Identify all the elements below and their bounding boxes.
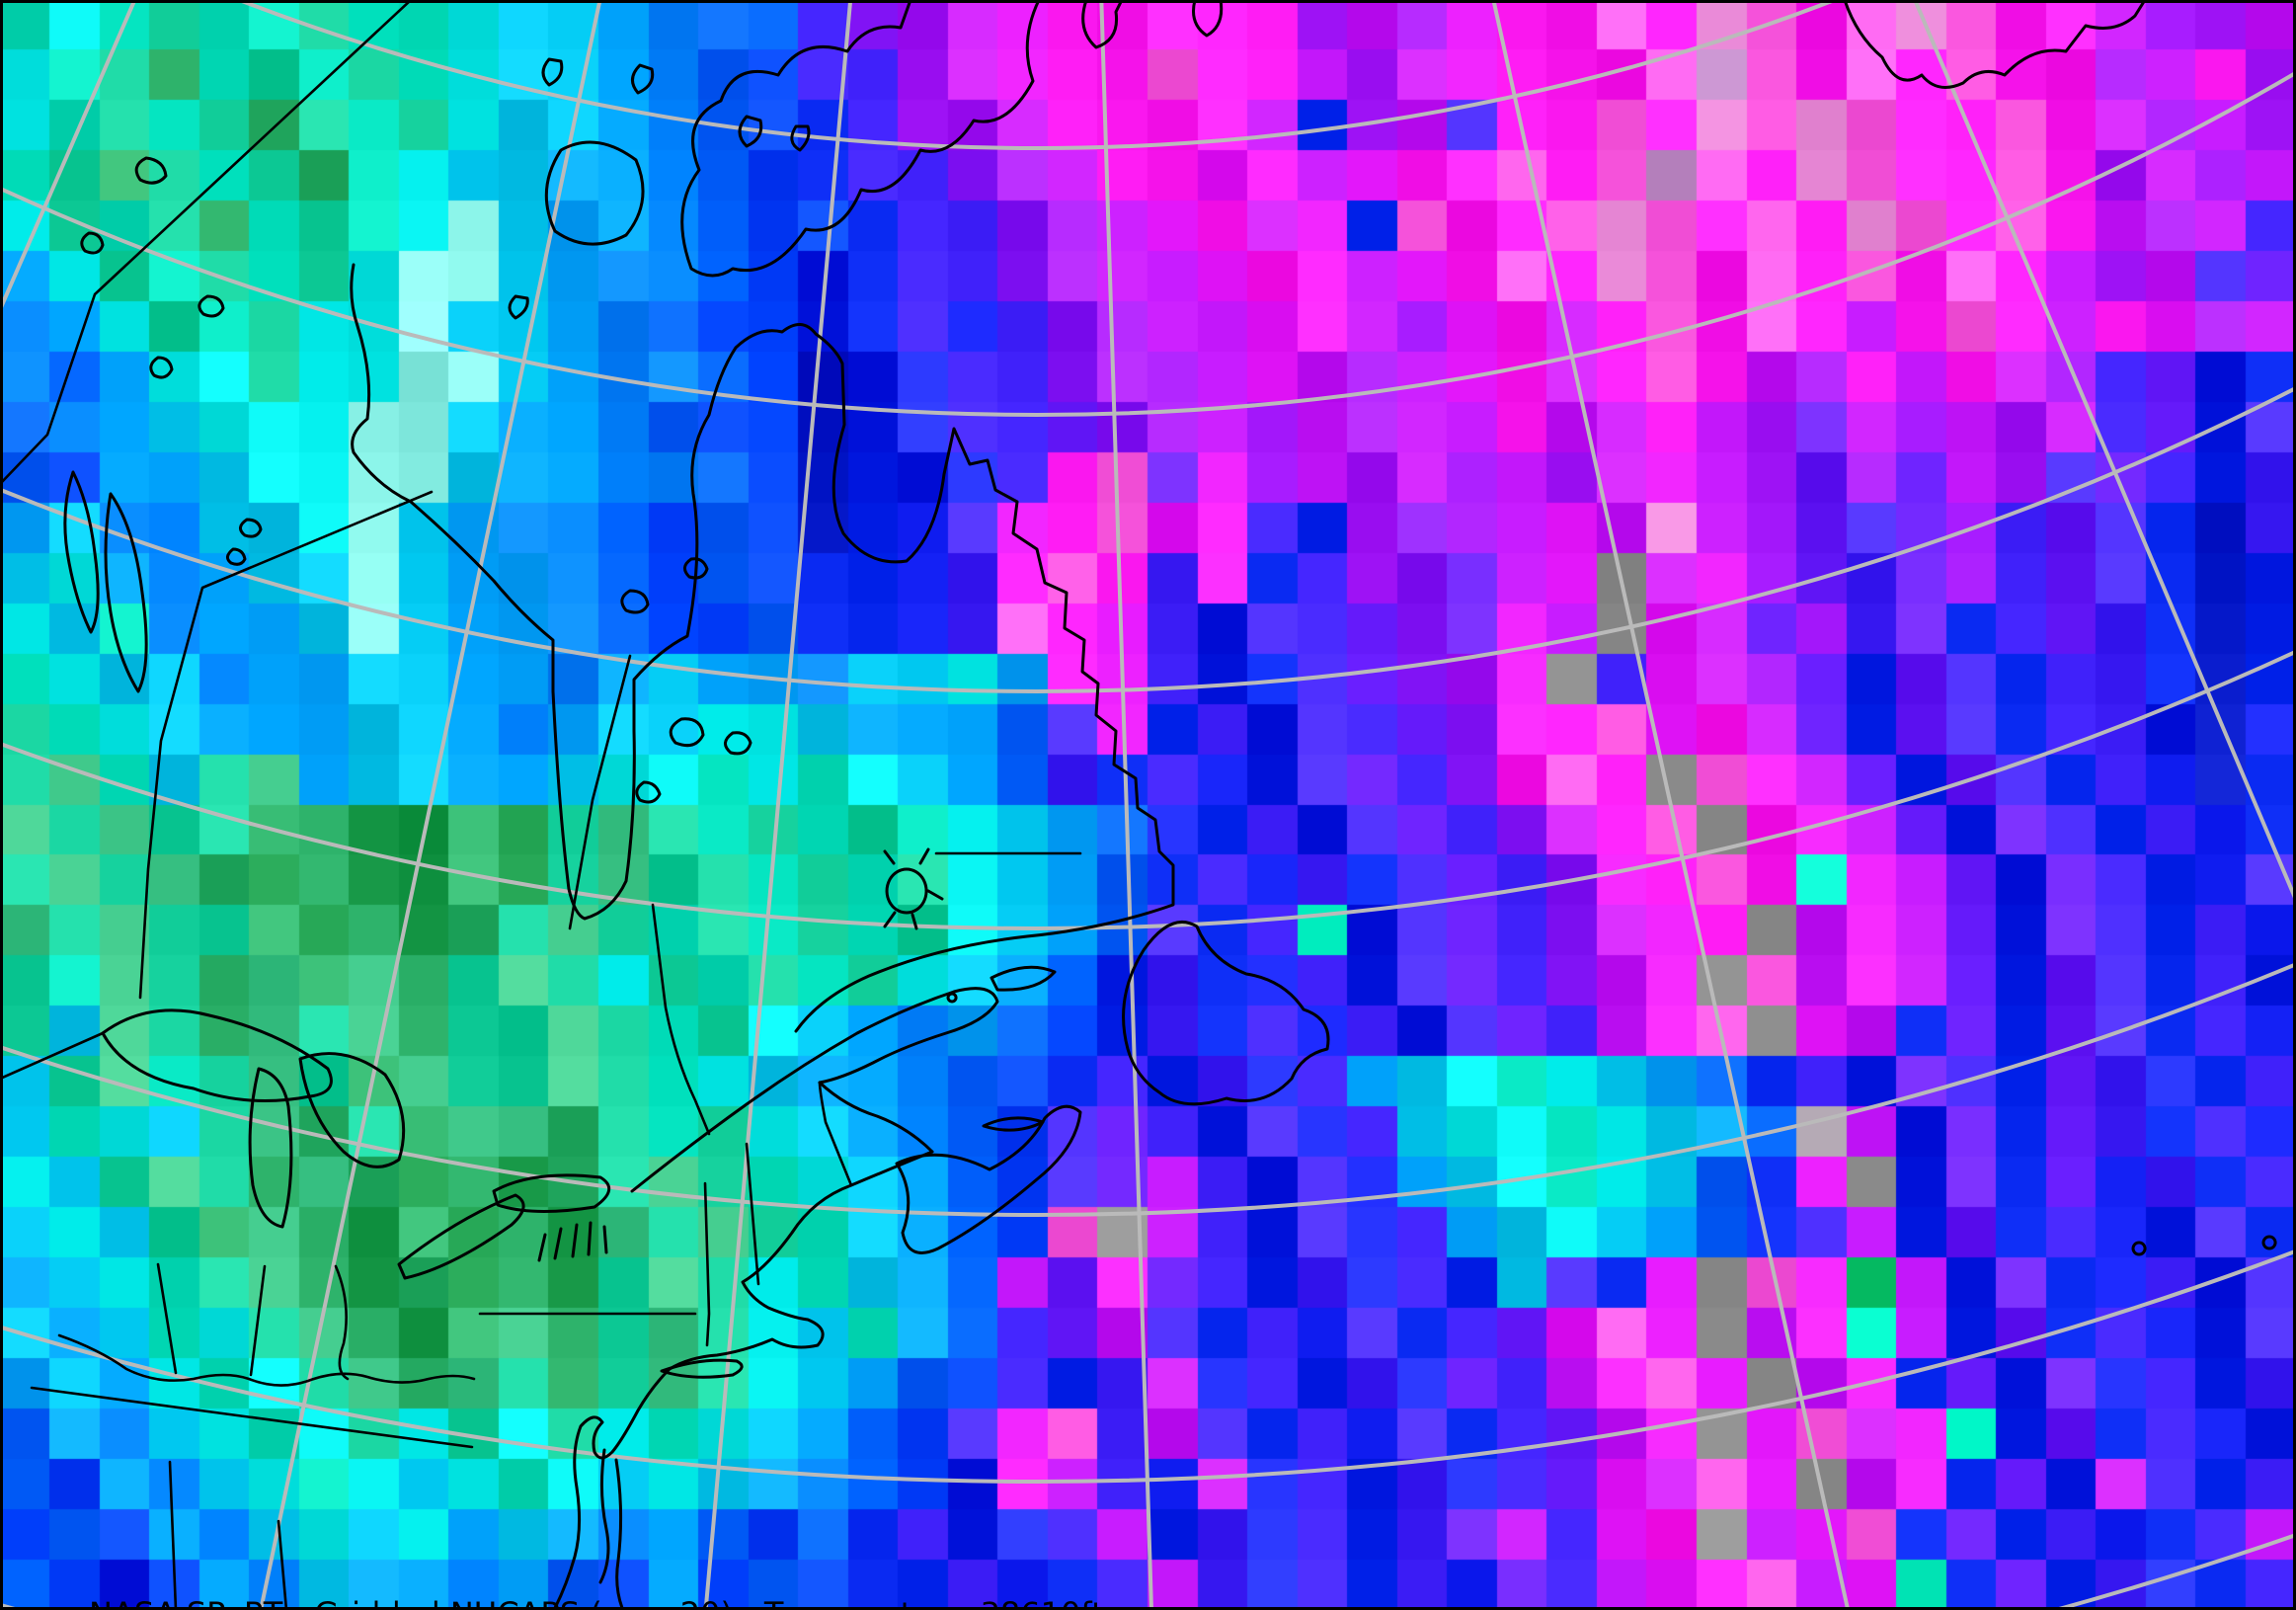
border-midwest-verticals bbox=[156, 1262, 350, 1610]
coast-gaspe bbox=[630, 987, 999, 1193]
coastlines bbox=[63, 0, 2277, 1610]
coast-long-island bbox=[660, 1358, 744, 1379]
border-manitoba-ontario bbox=[138, 490, 434, 1000]
lake-winnipeg bbox=[63, 470, 148, 693]
coast-nova-scotia bbox=[895, 1104, 1082, 1254]
shield-lakes bbox=[80, 156, 752, 804]
border-prairie-diagonal bbox=[0, 0, 413, 486]
border-west-of-superior bbox=[0, 1031, 105, 1081]
lake-huron bbox=[298, 1052, 406, 1168]
coast-greenland bbox=[1843, 0, 2147, 89]
coast-baffin-island bbox=[680, 0, 1041, 278]
lake-superior bbox=[101, 1008, 333, 1102]
border-ontario-quebec bbox=[568, 654, 711, 1136]
border-ohio-river bbox=[57, 1333, 476, 1387]
coast-chesapeake bbox=[598, 1448, 610, 1584]
product-caption: NASA SPoRT - Gridded NUCAPS (noaa20) - T… bbox=[89, 1515, 1104, 1610]
product-title-label: NASA SPoRT - Gridded NUCAPS (noaa20) - T… bbox=[89, 1594, 1104, 1610]
border-maine-canada bbox=[818, 1081, 853, 1187]
atlantic-islets bbox=[946, 992, 2277, 1256]
arctic-islets bbox=[508, 0, 1224, 320]
coast-newfoundland bbox=[1122, 921, 1330, 1106]
coast-anticosti bbox=[990, 965, 1057, 992]
lake-ontario bbox=[492, 1173, 611, 1213]
border-va-nc bbox=[30, 1386, 474, 1449]
coast-pei bbox=[982, 1116, 1045, 1132]
coast-us-east bbox=[553, 1150, 934, 1610]
lake-michigan bbox=[248, 1067, 293, 1229]
finger-lakes bbox=[537, 1221, 608, 1262]
political-borders bbox=[0, 0, 1082, 1610]
lake-manicouagan bbox=[883, 847, 944, 930]
coast-hudson-bay-labrador bbox=[350, 263, 1175, 1033]
coast-southampton-island bbox=[544, 140, 645, 246]
coast-delmarva bbox=[614, 1458, 624, 1610]
border-ny-east bbox=[703, 1181, 711, 1347]
coast-fundy bbox=[818, 1081, 934, 1154]
border-nh-me bbox=[745, 1142, 760, 1286]
